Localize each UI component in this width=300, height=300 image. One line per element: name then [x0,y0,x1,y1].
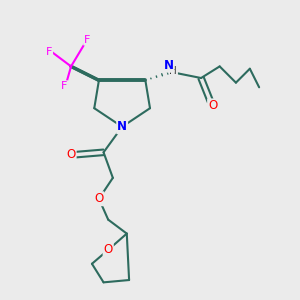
Text: O: O [94,192,104,205]
Text: N: N [164,59,174,72]
Text: F: F [84,35,91,45]
Text: O: O [66,148,76,161]
Text: F: F [46,47,52,58]
Text: H: H [169,66,177,76]
Text: F: F [61,81,67,91]
Text: O: O [103,243,113,256]
Text: O: O [208,99,217,112]
Text: N: N [117,120,127,133]
